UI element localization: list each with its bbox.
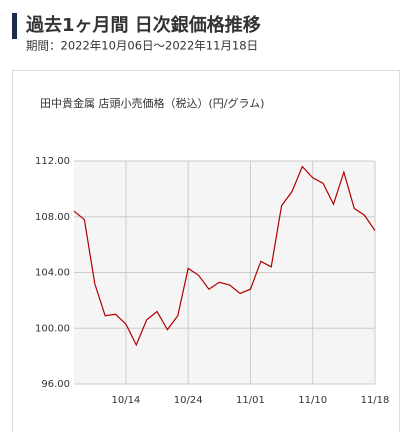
chart-label: 田中貴金属 店頭小売価格（税込）(円/グラム) [40,96,264,110]
y-tick-label: 96.00 [41,379,70,390]
heading-bar [12,13,17,39]
x-tick-label: 10/24 [174,395,203,406]
x-tick-label: 10/14 [111,395,140,406]
x-tick-label: 11/18 [361,395,390,406]
y-tick-label: 108.00 [35,212,70,223]
y-tick-label: 100.00 [35,323,70,334]
x-tick-label: 11/01 [236,395,265,406]
page-title: 過去1ヶ月間 日次銀価格推移 [26,14,261,36]
period: 期間：2022年10月06日～2022年11月18日 [26,39,258,53]
y-tick-label: 112.00 [35,156,70,167]
y-tick-label: 104.00 [35,268,70,279]
price-line [73,165,376,347]
x-tick-label: 11/10 [298,395,327,406]
